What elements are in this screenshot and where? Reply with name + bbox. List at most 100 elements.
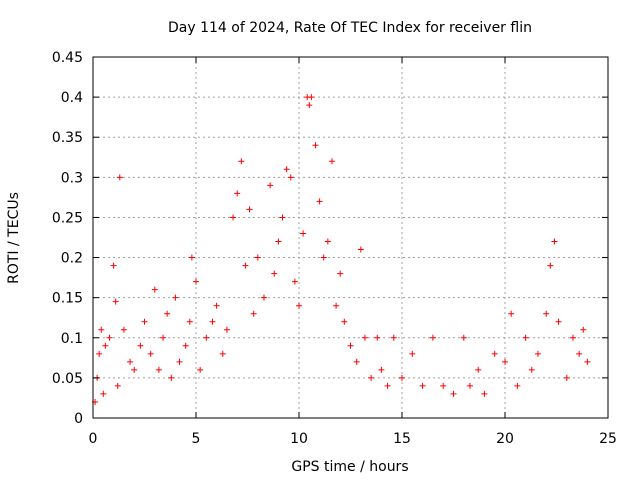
data-point [137,342,144,349]
data-point [267,182,274,189]
data-point [320,254,327,261]
y-axis-label: ROTI / TECUs [6,192,22,284]
data-point [306,102,313,109]
data-point [580,326,587,333]
data-point [440,382,447,389]
data-point [193,278,199,285]
y-tick-label: 0 [74,411,83,427]
data-point [300,230,307,237]
y-tick-label: 0.05 [52,371,83,387]
data-point [283,166,290,173]
data-point [203,334,210,341]
data-point [172,294,179,301]
x-tick-label: 25 [599,431,617,447]
data-point [333,302,340,309]
x-axis-label: GPS time / hours [291,459,408,475]
data-point [151,286,158,293]
data-point [543,310,550,317]
data-point [131,366,138,373]
data-point [260,294,267,301]
data-point [399,374,405,381]
data-point [534,350,541,357]
data-point [312,142,319,149]
y-tick-label: 0.1 [61,331,83,347]
data-point [316,198,323,205]
data-point [238,158,245,165]
data-point [246,206,253,213]
data-point [460,334,467,341]
data-point [555,318,562,325]
data-point [378,366,385,373]
data-point [466,382,473,389]
data-point [353,358,360,365]
data-point [114,382,121,389]
data-points-layer [92,94,591,405]
data-point [576,350,583,357]
data-point [96,350,103,357]
data-point [112,298,119,305]
data-point [234,190,241,197]
data-point [120,326,127,333]
data-point [100,390,107,397]
data-point [213,302,220,309]
y-tick-label: 0.25 [52,210,83,226]
data-point [279,214,286,221]
data-point [341,318,348,325]
ticks-layer: 0 5 10 15 20 25 0 0.05 0.1 0.15 0.2 0.25 0.3 0.35 0.4 0… [52,50,617,447]
data-point [291,278,298,285]
data-point [384,382,391,389]
data-point [368,374,375,381]
data-point [508,310,515,317]
data-point [110,262,117,269]
data-point [551,238,558,245]
data-point [141,318,148,325]
data-point [230,214,237,221]
data-point [481,390,488,397]
data-point [357,246,364,253]
data-point [347,342,354,349]
data-point [563,374,570,381]
data-point [528,366,535,373]
data-point [361,334,368,341]
y-tick-label: 0.3 [61,170,83,186]
data-point [197,366,204,373]
data-point [254,254,261,261]
x-tick-label: 10 [290,431,308,447]
data-point [182,342,189,349]
data-point [127,358,134,365]
data-point [328,158,335,165]
data-point [429,334,436,341]
data-point [374,334,381,341]
data-point [569,334,576,341]
data-point [219,350,226,357]
data-point [116,174,123,181]
data-point [337,270,344,277]
data-point [450,390,457,397]
data-point [409,350,416,357]
labels-layer: Day 114 of 2024, Rate Of TEC Index for r… [6,20,532,475]
data-point [147,350,154,357]
data-point [275,238,282,245]
data-point [98,326,105,333]
data-point [308,94,315,101]
y-tick-label: 0.35 [52,130,83,146]
data-point [164,310,171,317]
data-point [106,334,113,341]
data-point [209,318,216,325]
y-tick-label: 0.2 [61,251,83,267]
data-point [271,270,278,277]
y-tick-label: 0.4 [61,90,83,106]
data-point [514,382,521,389]
data-point [102,342,109,349]
data-point [155,366,162,373]
data-point [242,262,249,269]
grid-layer [93,57,608,418]
plot-frame [92,56,609,419]
data-point [390,334,397,341]
data-point [168,374,175,381]
x-tick-label: 5 [192,431,201,447]
data-point [502,358,508,365]
data-point [491,350,498,357]
data-point [176,358,183,365]
